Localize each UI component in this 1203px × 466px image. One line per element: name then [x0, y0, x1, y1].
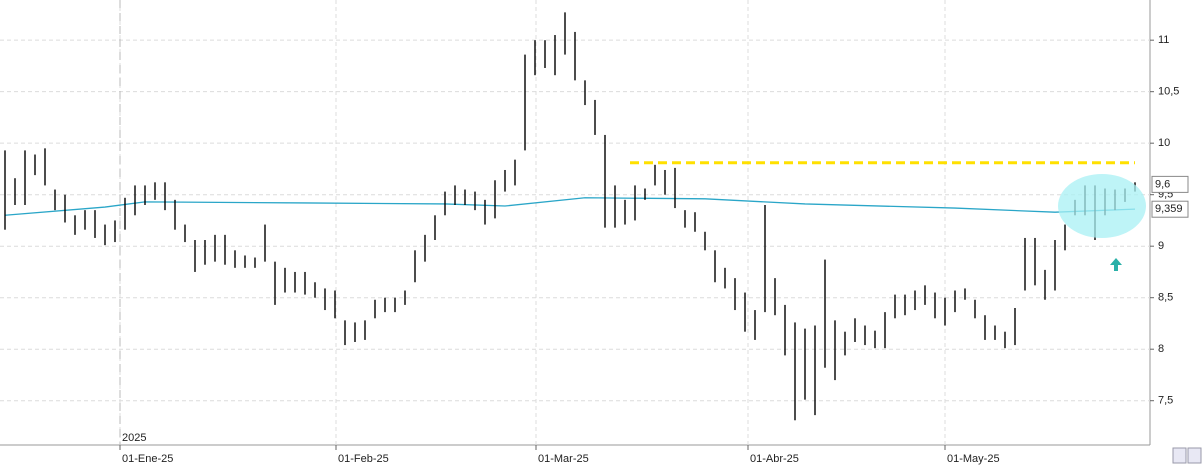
- x-tick-label: 01-May-25: [947, 453, 1000, 465]
- x-tick-label: 01-Mar-25: [538, 453, 589, 465]
- scroll-button[interactable]: [1172, 447, 1187, 464]
- x-tick-label: 01-Abr-25: [750, 453, 799, 465]
- price-label: 9,6: [1155, 178, 1170, 190]
- y-tick-label: 10: [1158, 137, 1170, 149]
- x-tick-label: 01-Feb-25: [338, 453, 389, 465]
- scroll-button[interactable]: [1187, 447, 1202, 464]
- x-tick-label: 01-Ene-25: [122, 453, 173, 465]
- up-arrow: [1110, 258, 1122, 271]
- price-label-box: [1151, 200, 1189, 218]
- y-tick-label: 7,5: [1158, 395, 1173, 407]
- price-label-box: [1151, 175, 1189, 193]
- year-label: 2025: [122, 432, 146, 444]
- y-tick-label: 10,5: [1158, 86, 1179, 98]
- moving-average: [4, 197, 1136, 216]
- y-tick-label: 9: [1158, 240, 1164, 252]
- y-tick-label: 8: [1158, 343, 1164, 355]
- price-label: 9,359: [1155, 203, 1183, 215]
- y-tick-label: 8,5: [1158, 292, 1173, 304]
- y-tick-label: 11: [1158, 34, 1169, 46]
- plot-area: [0, 0, 1154, 450]
- highlight-ellipse: [1058, 174, 1146, 238]
